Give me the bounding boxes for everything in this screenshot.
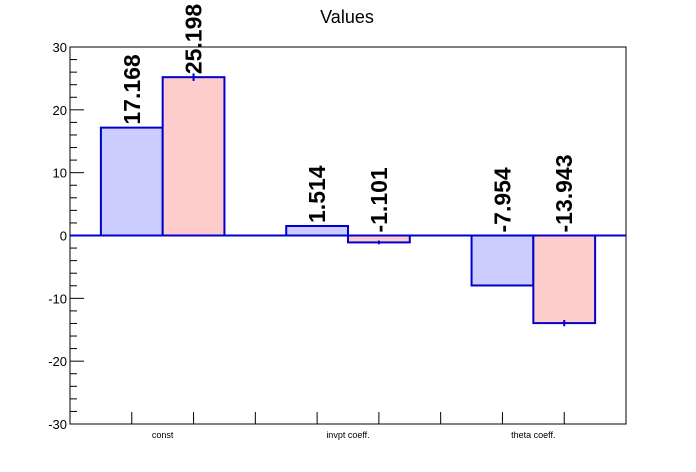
bar-1: [99, 126, 164, 237]
y-tick-label: -30: [48, 417, 67, 432]
data-label: 17.168: [119, 54, 145, 125]
bar-1: [470, 234, 535, 287]
data-label: 1.514: [304, 165, 330, 223]
y-tick-label: -10: [48, 291, 67, 306]
data-label: -7.954: [489, 167, 515, 232]
y-tick-label: 30: [53, 40, 67, 55]
y-tick-label: 10: [53, 166, 67, 181]
y-tick-label: 0: [60, 229, 67, 244]
data-label: -13.943: [551, 154, 577, 232]
bar-2: [532, 234, 597, 325]
bar-2: [161, 76, 226, 237]
y-tick-label: 20: [53, 103, 67, 118]
data-label: -1.101: [366, 167, 392, 232]
x-category-label: theta coeff.: [511, 430, 555, 440]
bar-1: [285, 224, 350, 237]
x-category-label: invpt coeff.: [326, 430, 369, 440]
x-category-label: const: [152, 430, 174, 440]
data-label: 25.198: [181, 4, 207, 75]
y-tick-label: -20: [48, 354, 67, 369]
chart-title: Values: [320, 7, 374, 27]
